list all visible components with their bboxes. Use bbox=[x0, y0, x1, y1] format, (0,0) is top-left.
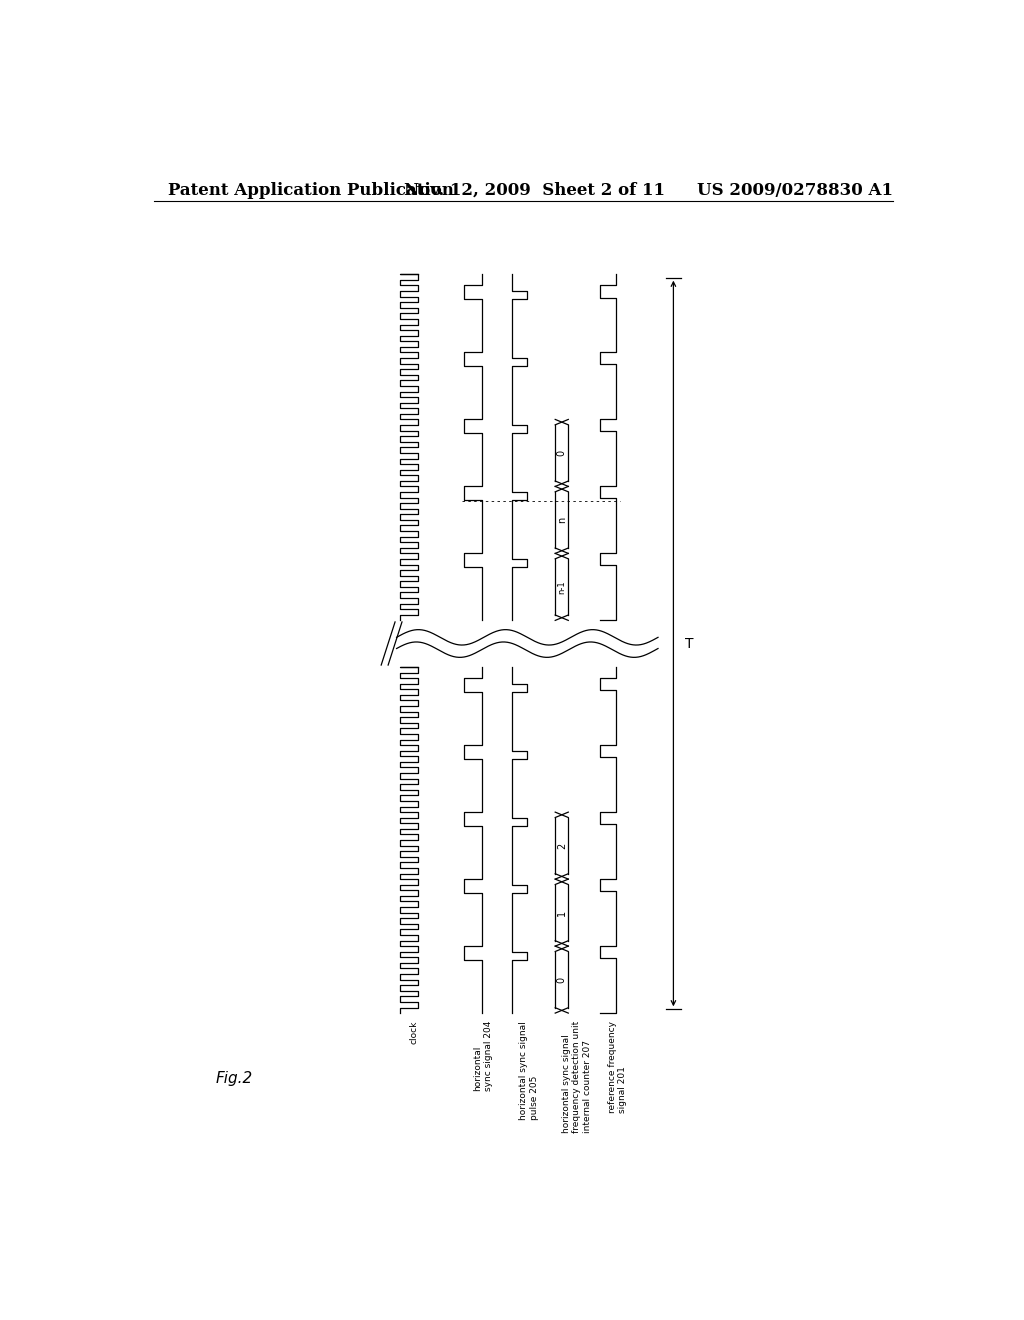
Text: 0: 0 bbox=[557, 450, 566, 455]
Text: horizontal
sync signal 204: horizontal sync signal 204 bbox=[473, 1020, 493, 1092]
Text: Patent Application Publication: Patent Application Publication bbox=[168, 182, 454, 198]
Text: Nov. 12, 2009  Sheet 2 of 11: Nov. 12, 2009 Sheet 2 of 11 bbox=[403, 182, 665, 198]
Text: horizontal sync signal
frequency detection unit
internal counter 207: horizontal sync signal frequency detecti… bbox=[562, 1020, 592, 1133]
Text: clock: clock bbox=[410, 1020, 418, 1044]
Text: n-1: n-1 bbox=[557, 579, 566, 594]
Text: T: T bbox=[685, 636, 693, 651]
Text: Fig.2: Fig.2 bbox=[215, 1071, 253, 1086]
Text: 1: 1 bbox=[557, 909, 566, 916]
Text: 2: 2 bbox=[557, 842, 566, 849]
Text: n: n bbox=[557, 517, 566, 523]
Text: reference frequency
signal 201: reference frequency signal 201 bbox=[608, 1020, 628, 1113]
Text: 0: 0 bbox=[557, 977, 566, 982]
Text: horizontal sync signal
pulse 205: horizontal sync signal pulse 205 bbox=[519, 1020, 539, 1119]
Text: US 2009/0278830 A1: US 2009/0278830 A1 bbox=[696, 182, 893, 198]
